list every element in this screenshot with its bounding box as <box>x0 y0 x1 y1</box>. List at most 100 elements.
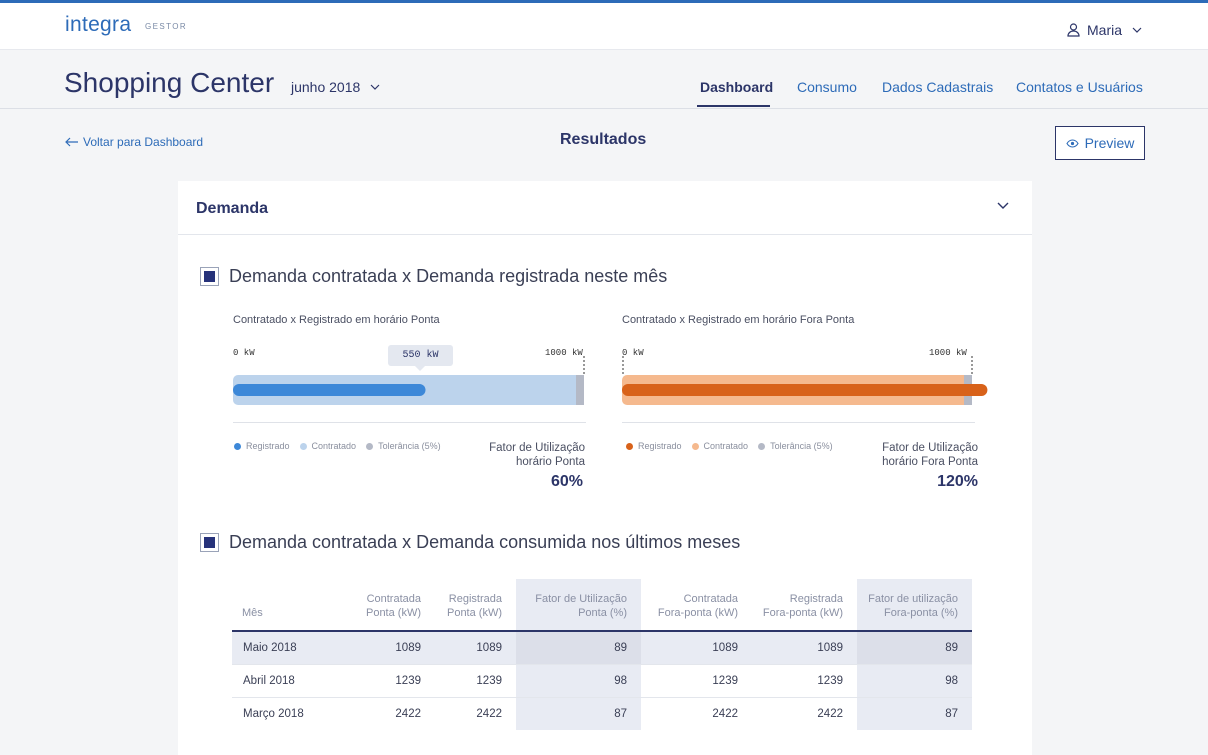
cell-contratada-ponta: 2422 <box>395 707 421 720</box>
back-link[interactable]: Voltar para Dashboard <box>65 135 203 149</box>
cell-fator-fora: 89 <box>857 631 972 664</box>
cell-fator-ponta: 87 <box>516 697 641 730</box>
ponta-axis-min: 0 kW <box>233 348 255 358</box>
results-title: Resultados <box>560 131 647 148</box>
cell-mes: Maio 2018 <box>232 631 331 664</box>
fora-fator-value: 120% <box>937 473 978 490</box>
fora-fator-label: Fator de Utilização horário Fora Ponta <box>838 441 978 469</box>
table-row[interactable]: Abril 2018 1239 1239 98 1239 1239 98 <box>232 664 972 697</box>
cell-contratada-fora: 2422 <box>712 707 738 720</box>
ponta-axis-max: 1000 kW <box>545 348 583 358</box>
divider <box>233 422 586 423</box>
user-name: Maria <box>1087 22 1123 38</box>
legend-tolerancia: Tolerância (5%) <box>378 441 441 451</box>
cell-contratada-fora: 1089 <box>641 631 752 664</box>
eye-icon <box>1065 138 1079 148</box>
col-header-contratada-fora: Contratada Fora-ponta (kW) <box>657 593 738 619</box>
legend-dot <box>758 442 766 450</box>
user-menu[interactable]: Maria <box>1067 22 1149 38</box>
tab-dados-cadastrais[interactable]: Dados Cadastrais <box>882 79 994 95</box>
active-tab-indicator <box>697 105 770 107</box>
page-title: Shopping Center <box>64 67 275 98</box>
legend-dot <box>299 442 307 450</box>
table-header-row: Mês Contratada Ponta (kW) Registrada Ponta… <box>232 579 972 631</box>
legend-tolerancia: Tolerância (5%) <box>770 441 833 451</box>
divider <box>622 422 975 423</box>
fora-axis-min: 0 kW <box>622 348 644 358</box>
legend-dot <box>234 442 241 450</box>
ponta-tolerance-bar <box>576 375 584 405</box>
fator-label-line2: horário Ponta <box>515 456 585 468</box>
legend-contratado: Contratado <box>703 441 749 451</box>
fator-label-line1: Fator de Utilização <box>489 442 585 454</box>
logo[interactable]: integra <box>65 13 132 36</box>
chevron-down-icon <box>370 84 380 90</box>
cell-fator-fora: 87 <box>857 697 972 730</box>
tab-contatos-usuarios[interactable]: Contatos e Usuários <box>1016 79 1143 95</box>
logo-subtitle: GESTOR <box>145 22 188 31</box>
section-history: Demanda contratada x Demanda consumida n… <box>200 532 740 553</box>
col-header-fator-fora: Fator de utilização Fora-ponta (%) <box>857 579 972 631</box>
chevron-down-icon[interactable] <box>997 202 1009 210</box>
legend-contratado: Contratado <box>311 441 357 451</box>
ponta-value-tooltip: 550 kW <box>388 345 453 371</box>
fora-chart-title: Contratado x Registrado em horário Fora … <box>622 314 855 326</box>
fora-legend: Registrado Contratado Tolerância (5%) <box>626 441 843 451</box>
history-table: Mês Contratada Ponta (kW) Registrada Ponta… <box>232 579 972 730</box>
preview-label: Preview <box>1084 135 1135 151</box>
col-header-contratada-ponta: Contratada Ponta (kW) <box>365 593 421 619</box>
cell-contratada-ponta: 1089 <box>331 631 435 664</box>
preview-button[interactable]: Preview <box>1055 126 1145 160</box>
fora-axis-max: 1000 kW <box>929 348 967 358</box>
col-header-registrada-fora: Registrada Fora-ponta (kW) <box>762 593 843 619</box>
legend-registrado: Registrado <box>246 441 290 451</box>
card-header[interactable]: Demanda <box>178 181 1032 235</box>
legend-dot <box>691 442 699 450</box>
tab-dashboard[interactable]: Dashboard <box>700 79 774 95</box>
table-row[interactable]: Março 2018 2422 2422 87 2422 2422 87 <box>232 697 972 730</box>
demanda-card: Demanda Demanda contratada x Demanda reg… <box>178 181 1032 755</box>
section-monthly-demand: Demanda contratada x Demanda registrada … <box>200 266 667 287</box>
col-header-fator-ponta: Fator de Utilização Ponta (%) <box>516 579 641 631</box>
section-title: Demanda contratada x Demanda consumida n… <box>229 532 741 552</box>
ponta-bar-chart <box>233 356 585 405</box>
month-label: junho 2018 <box>291 79 361 95</box>
chevron-down-icon <box>1132 27 1142 33</box>
month-selector[interactable]: junho 2018 <box>291 79 380 95</box>
table-row[interactable]: Maio 2018 1089 1089 89 1089 1089 89 <box>232 631 972 664</box>
fator-label-line2: horário Fora Ponta <box>882 456 978 468</box>
top-bar: integra GESTOR Maria <box>0 3 1208 50</box>
fator-label-line1: Fator de Utilização <box>882 442 978 454</box>
top-accent-line <box>0 0 1208 3</box>
cell-mes: Março 2018 <box>243 707 304 720</box>
cell-mes: Abril 2018 <box>243 674 295 687</box>
cell-fator-ponta: 89 <box>516 631 641 664</box>
legend-dot <box>626 442 633 450</box>
cell-fator-ponta: 98 <box>516 664 641 697</box>
cell-registrada-fora: 1239 <box>817 674 843 687</box>
fora-bar-chart <box>622 356 988 405</box>
section-checkbox[interactable] <box>200 267 219 286</box>
section-title: Demanda contratada x Demanda registrada … <box>229 266 668 286</box>
page-header: Shopping Center junho 2018 Dashboard Con… <box>0 51 1208 109</box>
card-title: Demanda <box>196 200 269 217</box>
col-header-registrada-ponta: Registrada Ponta (kW) <box>446 593 502 619</box>
back-link-label: Voltar para Dashboard <box>83 135 204 149</box>
cell-contratada-ponta: 1239 <box>395 674 421 687</box>
ponta-registered-bar <box>233 384 426 396</box>
legend-registrado: Registrado <box>638 441 682 451</box>
cell-registrada-fora: 1089 <box>752 631 857 664</box>
fora-registered-bar <box>622 384 988 396</box>
user-icon <box>1067 23 1080 37</box>
ponta-legend: Registrado Contratado Tolerância (5%) <box>234 441 451 451</box>
legend-dot <box>366 442 374 450</box>
cell-registrada-ponta: 1239 <box>476 674 502 687</box>
ponta-fator-label: Fator de Utilização horário Ponta <box>458 441 585 469</box>
tab-consumo[interactable]: Consumo <box>797 79 857 95</box>
section-checkbox[interactable] <box>200 533 219 552</box>
cell-registrada-ponta: 1089 <box>435 631 516 664</box>
col-header-mes: Mês <box>242 607 263 619</box>
arrow-left-icon <box>65 137 78 147</box>
cell-registrada-fora: 2422 <box>817 707 843 720</box>
cell-fator-fora: 98 <box>857 664 972 697</box>
